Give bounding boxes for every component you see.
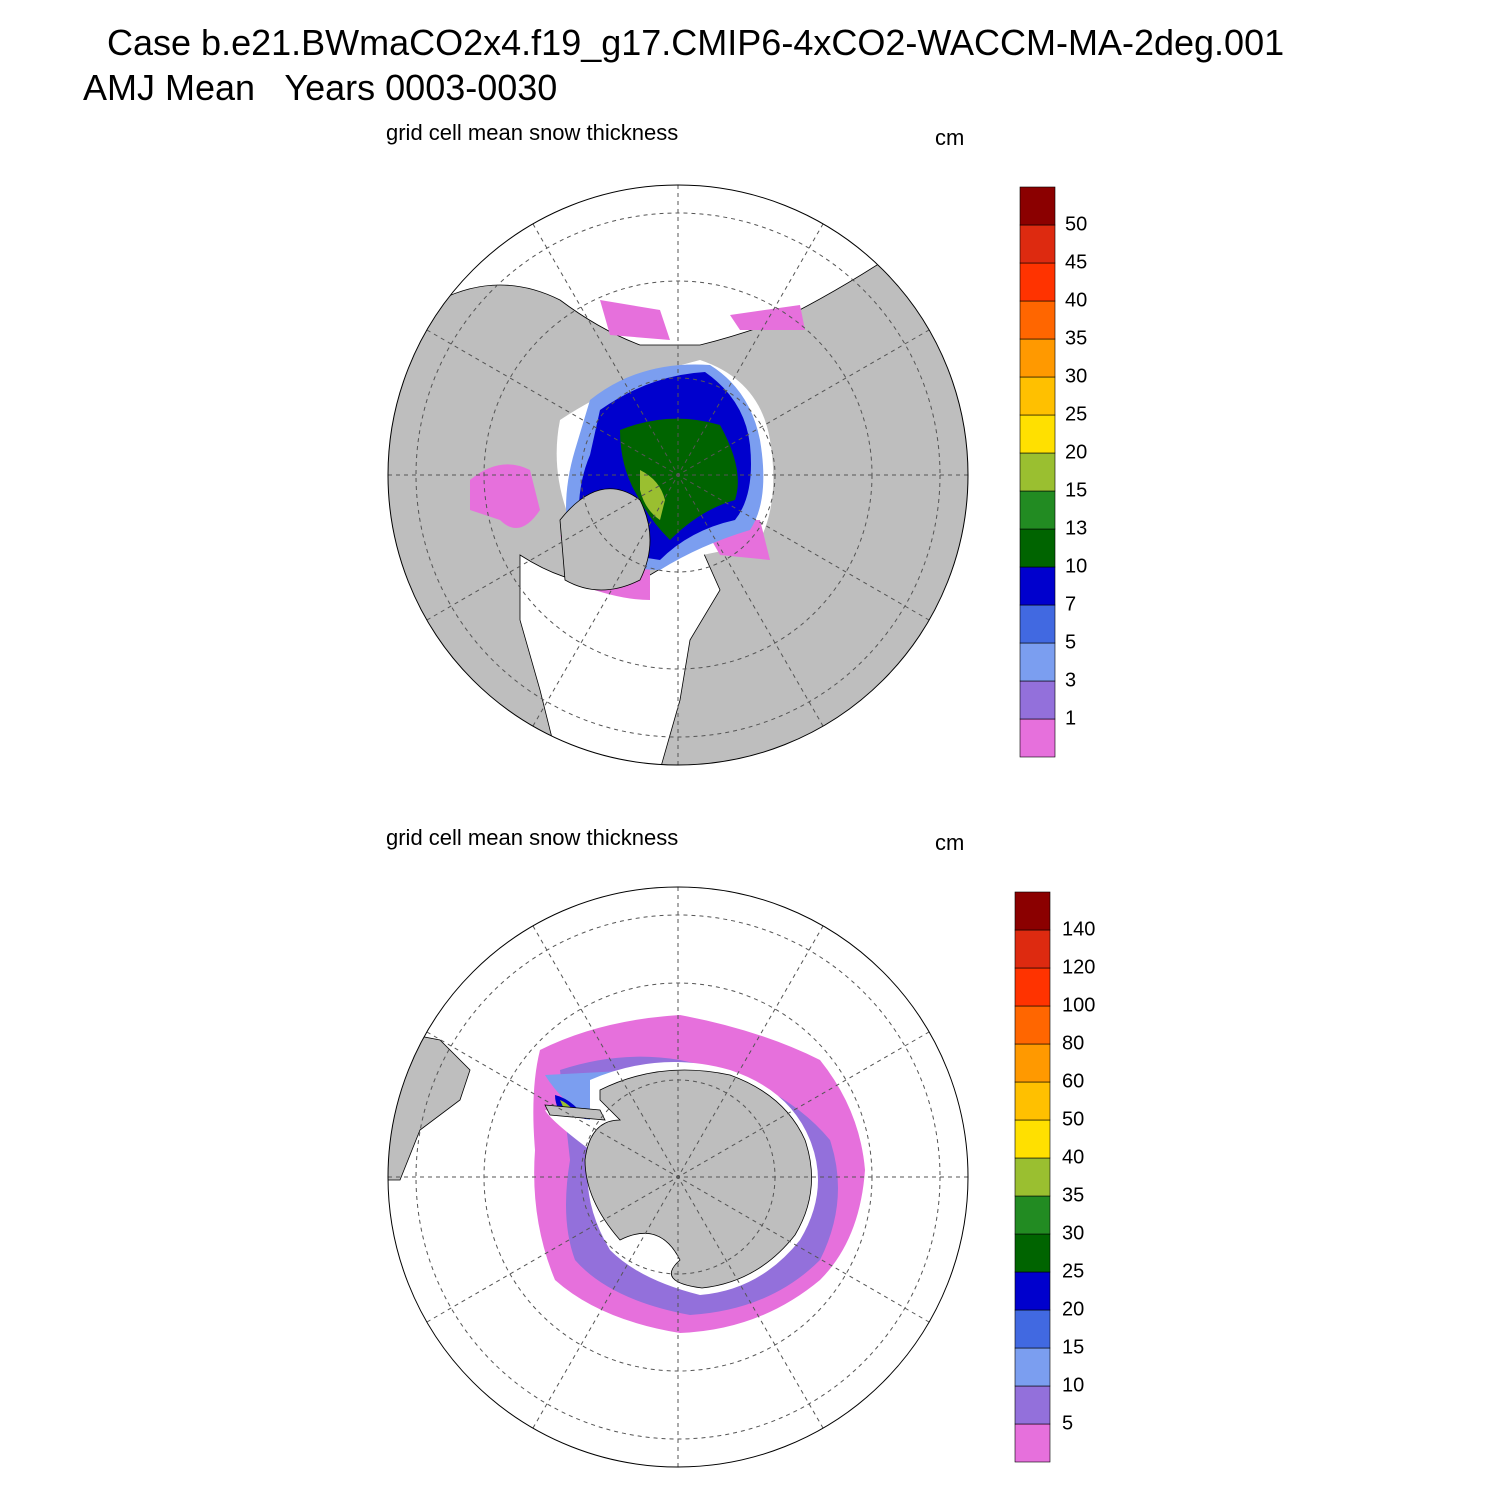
panel-subtitle: grid cell mean snow thickness <box>386 120 678 145</box>
title-line: AMJ Mean Years 0003-0030 <box>83 67 557 108</box>
colorbar-label: 60 <box>1062 1070 1084 1092</box>
colorbar-label: 30 <box>1065 365 1087 387</box>
colorbar-box <box>1014 1043 1051 1083</box>
panel-subtitle: grid cell mean snow thickness <box>386 825 678 850</box>
colorbar-box <box>1014 1195 1051 1235</box>
colorbar-label: 7 <box>1065 593 1076 615</box>
colorbar-box <box>1014 1157 1051 1197</box>
colorbar-box <box>1019 566 1056 606</box>
colorbar-label: 45 <box>1065 251 1087 273</box>
colorbar-box <box>1019 414 1056 454</box>
colorbar-box <box>1019 338 1056 378</box>
colorbar-box <box>1014 1081 1051 1121</box>
colorbar-box <box>1019 642 1056 682</box>
colorbar-box <box>1014 1309 1051 1349</box>
colorbar-box <box>1019 490 1056 530</box>
colorbar-box <box>1014 967 1051 1007</box>
colorbar-label: 13 <box>1065 517 1087 539</box>
graticule <box>387 886 969 1468</box>
colorbar-box <box>1014 1005 1051 1045</box>
colorbar-box <box>1019 262 1056 302</box>
colorbar-label: 80 <box>1062 1032 1084 1054</box>
colorbar-label: 35 <box>1062 1184 1084 1206</box>
colorbar-label: 25 <box>1062 1260 1084 1282</box>
panel-units: cm <box>935 830 964 855</box>
colorbar-box <box>1014 1119 1051 1159</box>
colorbar-box <box>1019 452 1056 492</box>
sea-ice <box>640 470 665 520</box>
colorbar-label: 20 <box>1062 1298 1084 1320</box>
colorbar-box <box>1019 224 1056 264</box>
colorbar-label: 15 <box>1062 1336 1084 1358</box>
colorbar-box <box>1014 891 1051 931</box>
colorbar-label: 50 <box>1065 213 1087 235</box>
colorbar-label: 10 <box>1065 555 1087 577</box>
colorbar-label: 5 <box>1062 1412 1073 1434</box>
title-line: Case b.e21.BWmaCO2x4.f19_g17.CMIP6-4xCO2… <box>107 22 1284 63</box>
colorbar-box <box>1019 718 1056 758</box>
colorbar-label: 1 <box>1065 707 1076 729</box>
colorbar-box <box>1014 1347 1051 1387</box>
colorbar-box <box>1014 1423 1051 1463</box>
panel-units: cm <box>935 125 964 150</box>
colorbar-label: 50 <box>1062 1108 1084 1130</box>
sea-ice <box>600 300 805 340</box>
graticule <box>387 184 969 766</box>
colorbar-label: 30 <box>1062 1222 1084 1244</box>
colorbar-box <box>1014 1385 1051 1425</box>
colorbar-label: 40 <box>1062 1146 1084 1168</box>
colorbar-label: 100 <box>1062 994 1095 1016</box>
colorbar-label: 120 <box>1062 956 1095 978</box>
colorbar-box <box>1019 528 1056 568</box>
colorbar-label: 35 <box>1065 327 1087 349</box>
colorbar-box <box>1019 680 1056 720</box>
colorbar-label: 15 <box>1065 479 1087 501</box>
colorbar-label: 25 <box>1065 403 1087 425</box>
colorbar-label: 3 <box>1065 669 1076 691</box>
colorbar-box <box>1019 376 1056 416</box>
pacific-ocean <box>419 185 941 346</box>
colorbar-box <box>1014 929 1051 969</box>
colorbar-box <box>1019 300 1056 340</box>
colorbar: 5 10 15 20 25 30 35 40 50 60 80 100 120 140 <box>1014 891 1095 1463</box>
colorbar-box <box>1014 1233 1051 1273</box>
colorbar-box <box>1014 1271 1051 1311</box>
colorbar-label: 10 <box>1062 1374 1084 1396</box>
colorbar-box <box>1019 604 1056 644</box>
colorbar-label: 140 <box>1062 918 1095 940</box>
colorbar-label: 20 <box>1065 441 1087 463</box>
colorbar-box <box>1019 186 1056 226</box>
colorbar-label: 5 <box>1065 631 1076 653</box>
colorbar-label: 40 <box>1065 289 1087 311</box>
